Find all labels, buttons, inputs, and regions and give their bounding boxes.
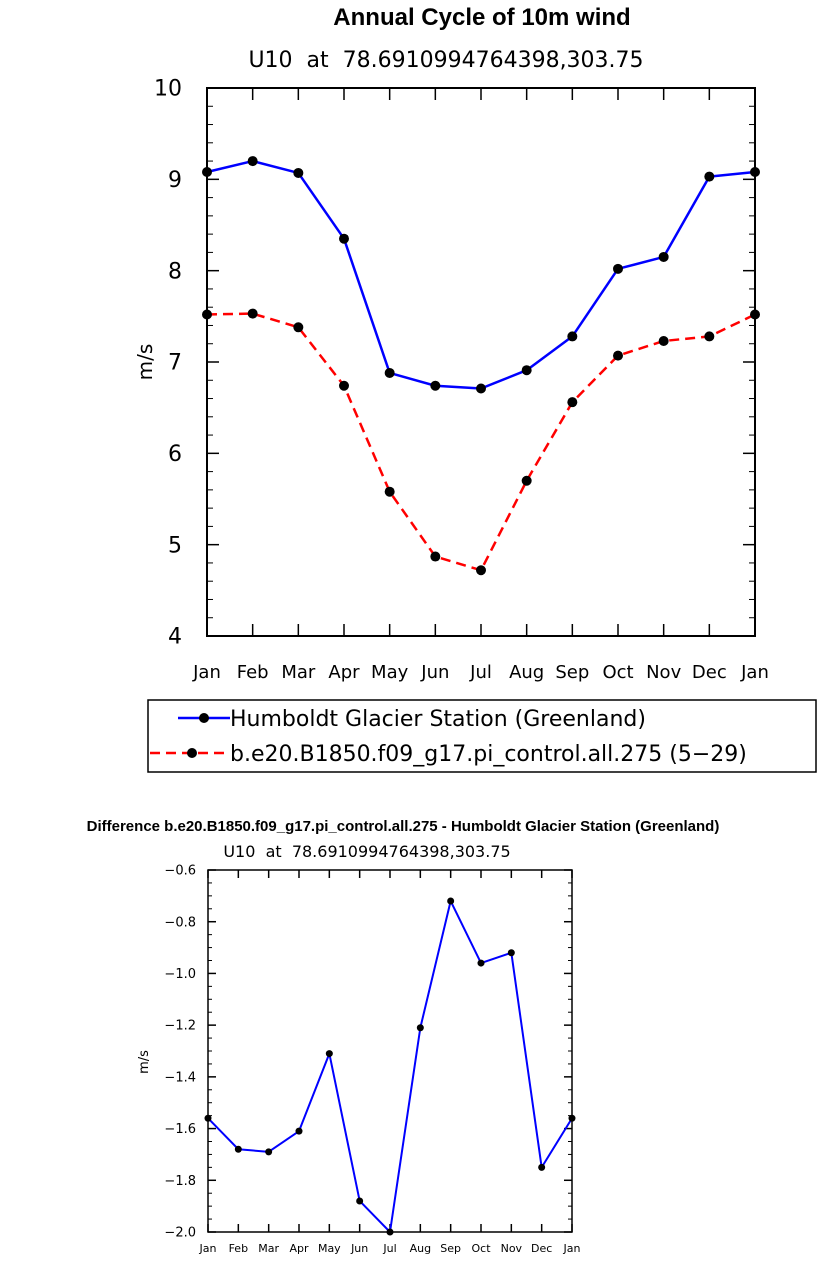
chart1-series-2-point (521, 475, 532, 486)
chart2-series-1-point (416, 1024, 424, 1032)
chart2-series-1-point (234, 1145, 242, 1153)
chart2-ytick-label: −0.6 (164, 864, 196, 879)
chart1-ytick-label: 7 (168, 351, 182, 376)
chart2-series-1-line (207, 900, 573, 1233)
chart1-ytick-label: 10 (154, 77, 182, 102)
chart1-ytick-label: 9 (168, 168, 182, 193)
chart1-series-1-point (750, 167, 760, 178)
chart1-series-1-point (613, 263, 623, 274)
chart2-xtick-label: Sep (440, 1242, 461, 1255)
chart1-series-1-point (521, 365, 532, 376)
chart2-series-1-point (507, 949, 515, 957)
chart1-ylabel: m/s (133, 344, 157, 381)
chart2-xtick-label: Jul (382, 1242, 396, 1255)
legend-marker-series-2 (187, 748, 197, 758)
chart2-series-1-point (447, 897, 455, 905)
chart2-xtick-label: Jan (199, 1242, 217, 1255)
legend-label-series-2: b.e20.B1850.f09_g17.pi_control.all.275 (… (230, 742, 747, 767)
chart1-ytick-label: 8 (168, 259, 182, 284)
chart2-xtick-label: Jun (350, 1242, 368, 1255)
chart2-xtick-label: Dec (531, 1242, 552, 1255)
chart1-series-2-point (384, 486, 395, 497)
chart2-xtick-label: Oct (471, 1242, 491, 1255)
chart1-series-2-point (202, 309, 212, 320)
chart1-series-2-point (339, 380, 349, 391)
chart1-ytick-label: 6 (168, 442, 182, 467)
chart2-series-1-point (477, 959, 485, 967)
chart2-series-1-point (356, 1197, 364, 1205)
difference-chart: Difference b.e20.B1850.f09_g17.pi_contro… (87, 818, 720, 1255)
chart1-xtick-label: Jul (469, 662, 492, 683)
chart1-series-2-line (206, 312, 756, 572)
chart1-legend: Humboldt Glacier Station (Greenland) b.e… (147, 699, 817, 773)
chart1-ytick-label: 4 (168, 625, 182, 650)
chart1-series-2-point (658, 335, 669, 346)
chart1-series-2-point (750, 309, 760, 320)
chart2-plot-frame (207, 869, 573, 1233)
chart2-ylabel: m/s (137, 1050, 152, 1074)
chart1-series-2-point (613, 350, 623, 361)
chart1-series-1-point (658, 251, 669, 262)
chart2-xtick-label: Feb (229, 1242, 248, 1255)
chart2-xtick-label: Mar (258, 1242, 279, 1255)
chart2-ytick-label: −1.6 (164, 1122, 196, 1137)
chart2-xtick-label: May (318, 1242, 341, 1255)
chart2-title: Difference b.e20.B1850.f09_g17.pi_contro… (87, 818, 720, 835)
chart1-series-2-point (247, 308, 258, 319)
annual-cycle-chart: Annual Cycle of 10m wind U10 at 78.69109… (133, 4, 769, 683)
chart1-xtick-label: Oct (602, 662, 633, 683)
chart2-xtick-label: Nov (501, 1242, 523, 1255)
chart1-xtick-label: Sep (555, 662, 589, 683)
legend-box (147, 699, 817, 773)
chart2-series-1-point (538, 1163, 546, 1171)
chart2-series-1-point (295, 1127, 303, 1135)
legend-label-series-1: Humboldt Glacier Station (Greenland) (230, 707, 646, 732)
chart1-series-1-point (476, 383, 486, 394)
chart1-xtick-label: Jan (740, 662, 769, 683)
chart1-ytick-label: 5 (168, 533, 182, 558)
chart1-series-1-point (247, 156, 258, 167)
chart1-series-2-point (704, 331, 715, 342)
chart1-title: Annual Cycle of 10m wind (333, 4, 630, 31)
chart2-xtick-label: Aug (410, 1242, 431, 1255)
chart1-xtick-label: Feb (237, 662, 269, 683)
chart1-xtick-label: Jan (192, 662, 221, 683)
chart1-series-1-point (293, 167, 304, 178)
chart1-series-1-point (704, 171, 715, 182)
chart1-series-2-point (567, 397, 578, 408)
chart1-series-2-point (293, 322, 304, 333)
chart1-series-1-point (202, 167, 212, 178)
chart2-series-1-point (568, 1114, 576, 1122)
chart1-xtick-label: Dec (692, 662, 727, 683)
chart2-series-1-point (386, 1228, 394, 1236)
chart1-xtick-label: Apr (328, 662, 360, 683)
chart1-series-1-point (384, 367, 395, 378)
chart2-ytick-label: −2.0 (164, 1226, 196, 1241)
chart2-subtitle: U10 at 78.6910994764398,303.75 (223, 842, 510, 861)
chart2-xtick-label: Jan (563, 1242, 581, 1255)
chart1-series-1-point (430, 380, 441, 391)
chart2-series-1-point (265, 1148, 273, 1156)
chart1-xtick-label: May (371, 662, 409, 683)
legend-marker-series-1 (199, 713, 209, 723)
chart1-xtick-label: Jun (420, 662, 449, 683)
chart1-series-1-point (339, 233, 349, 244)
chart2-series-1-point (204, 1114, 212, 1122)
chart2-series-1-point (325, 1050, 333, 1058)
chart2-ytick-label: −1.0 (164, 967, 196, 982)
chart1-series-1-line (206, 159, 756, 390)
chart1-xtick-label: Mar (281, 662, 316, 683)
chart2-ytick-label: −0.8 (164, 915, 196, 930)
chart1-xtick-label: Nov (646, 662, 681, 683)
chart2-ytick-label: −1.8 (164, 1174, 196, 1189)
chart1-subtitle: U10 at 78.6910994764398,303.75 (248, 48, 643, 73)
chart1-series-2-point (430, 551, 441, 562)
chart1-series-2-point (476, 565, 486, 576)
chart1-series-1-point (567, 331, 578, 342)
chart1-xtick-label: Aug (509, 662, 544, 683)
chart2-ytick-label: −1.2 (164, 1019, 196, 1034)
chart2-ytick-label: −1.4 (164, 1070, 196, 1085)
chart2-xtick-label: Apr (289, 1242, 309, 1255)
